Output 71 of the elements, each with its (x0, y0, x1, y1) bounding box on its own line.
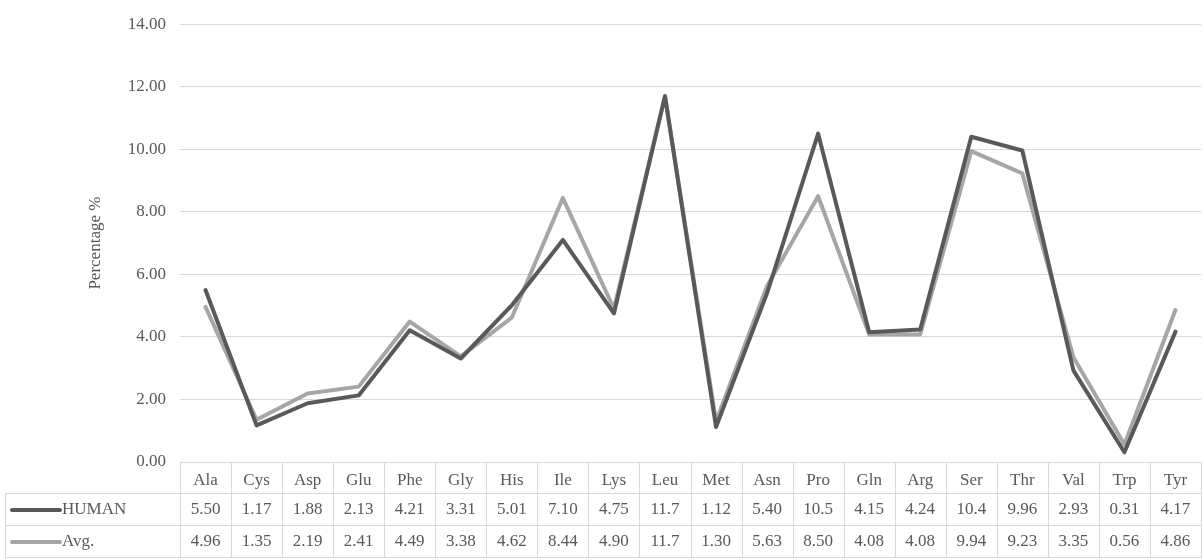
y-tick-label: 4.00 (136, 326, 166, 346)
data-label: 4.21 (394, 499, 425, 519)
data-label: 9.94 (956, 531, 987, 551)
x-tick-label: Gly (448, 469, 475, 489)
data-label: 5.63 (752, 531, 782, 551)
data-label: 4.96 (190, 531, 221, 551)
data-label: 9.23 (1007, 531, 1038, 551)
data-label: 3.35 (1058, 531, 1089, 551)
data-label: 1.88 (292, 499, 323, 519)
x-tick-label: Pro (806, 469, 830, 489)
data-label: 3.38 (445, 531, 476, 551)
data-label: 8.44 (548, 531, 579, 551)
x-tick-label: Gln (856, 469, 883, 489)
x-tick-label: His (500, 469, 524, 489)
x-tick-label: Asn (753, 469, 782, 489)
data-label: 2.13 (343, 499, 374, 519)
x-tick-label: Val (1062, 469, 1085, 489)
data-label: 10.5 (803, 499, 833, 519)
y-tick-label: 12.00 (127, 76, 166, 96)
data-label: 11.7 (650, 499, 681, 519)
data-label: 8.50 (803, 531, 833, 551)
data-label: 3.31 (445, 499, 476, 519)
data-label: 10.4 (956, 499, 987, 519)
x-tick-label: Ser (959, 469, 983, 489)
data-label: 5.01 (496, 499, 527, 519)
data-label: 1.12 (701, 499, 731, 519)
data-label: 1.35 (241, 531, 272, 551)
data-label: 4.62 (496, 531, 527, 551)
data-label: 4.17 (1160, 499, 1191, 519)
data-label: 5.40 (752, 499, 782, 519)
data-label: 4.08 (854, 531, 885, 551)
data-label: 4.49 (394, 531, 425, 551)
data-label: 4.24 (905, 499, 936, 519)
x-tick-label: Trp (1112, 469, 1137, 489)
x-tick-label: Ile (553, 469, 572, 489)
data-label: 4.08 (905, 531, 936, 551)
data-label: 4.75 (599, 499, 629, 519)
data-label: 0.31 (1109, 499, 1140, 519)
x-tick-label: Ala (193, 469, 219, 489)
data-label: 5.50 (190, 499, 221, 519)
data-label: 2.93 (1058, 499, 1089, 519)
data-label: 4.15 (854, 499, 885, 519)
x-tick-label: Lys (601, 469, 627, 489)
y-tick-label: 2.00 (136, 388, 166, 408)
x-tick-label: Arg (907, 469, 934, 489)
x-tick-label: Cys (243, 469, 270, 489)
x-tick-label: Phe (396, 469, 423, 489)
x-tick-label: Leu (651, 469, 679, 489)
data-label: 2.41 (343, 531, 374, 551)
y-tick-label: 14.00 (127, 13, 166, 33)
legend-label: HUMAN (62, 499, 127, 519)
data-label: 7.10 (548, 499, 578, 519)
y-tick-label: 10.00 (127, 138, 166, 158)
x-tick-label: Asp (293, 469, 322, 489)
x-tick-label: Tyr (1163, 469, 1188, 489)
data-label: 1.30 (701, 531, 731, 551)
data-label: 11.7 (650, 531, 681, 551)
legend-label: Avg. (62, 531, 95, 551)
data-label: 0.56 (1109, 531, 1140, 551)
x-tick-label: Thr (1010, 469, 1035, 489)
x-tick-label: Met (702, 469, 730, 489)
y-tick-label: 8.00 (136, 201, 166, 221)
y-axis-title: Percentage % (84, 196, 104, 290)
y-tick-label: 0.00 (136, 451, 166, 471)
data-label: 1.17 (241, 499, 272, 519)
data-label: 2.19 (292, 531, 323, 551)
data-label: 4.86 (1160, 531, 1191, 551)
x-tick-label: Glu (345, 469, 372, 489)
data-label: 4.90 (599, 531, 629, 551)
data-label: 9.96 (1007, 499, 1038, 519)
y-tick-label: 6.00 (136, 263, 166, 283)
